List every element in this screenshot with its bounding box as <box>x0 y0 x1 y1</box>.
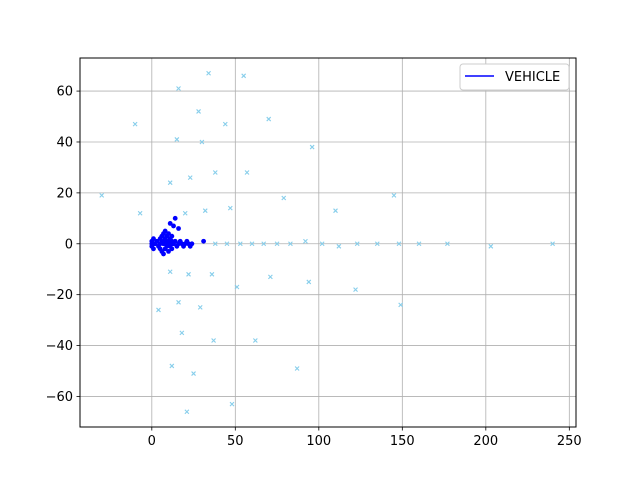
vehicle-point <box>162 228 168 234</box>
vehicle-point <box>172 238 178 244</box>
cross-marker <box>267 274 273 280</box>
cross-marker <box>179 330 185 336</box>
cross-marker <box>303 238 308 244</box>
vehicle-point <box>176 226 181 231</box>
cross-marker <box>196 109 201 114</box>
cross-marker <box>249 241 255 247</box>
cross-marker <box>209 271 215 277</box>
cross-marker <box>391 193 397 198</box>
cross-marker <box>353 287 358 292</box>
cross-marker <box>281 195 287 201</box>
cross-marker <box>211 338 216 343</box>
cross-marker <box>212 241 218 247</box>
cross-marker <box>234 284 240 290</box>
cross-marker-series <box>99 70 556 415</box>
cross-marker <box>333 208 338 214</box>
cross-marker <box>186 271 191 277</box>
cross-marker <box>229 401 235 407</box>
cross-marker <box>261 241 267 247</box>
x-tick-label: 0 <box>148 434 156 449</box>
x-tick-label: 50 <box>227 434 244 449</box>
cross-marker <box>191 371 196 376</box>
cross-marker <box>550 241 556 247</box>
ticks: 0 50 100 150 200 250 −60 −40 −20 0 20 40 60 <box>46 85 582 449</box>
y-tick-label: −60 <box>46 390 73 405</box>
vehicle-point <box>171 223 176 229</box>
cross-marker <box>167 269 173 275</box>
cross-marker <box>212 170 218 175</box>
vehicle-point <box>189 241 195 247</box>
vehicle-point <box>201 238 206 244</box>
y-tick-label: −40 <box>46 339 73 354</box>
x-tick-label: 150 <box>390 434 415 449</box>
vehicle-point <box>167 221 173 226</box>
y-tick-label: 40 <box>56 135 73 150</box>
cross-marker <box>222 121 228 127</box>
cross-marker <box>266 116 272 122</box>
cross-marker <box>241 73 247 79</box>
cross-marker <box>99 193 105 198</box>
cross-marker <box>294 366 300 371</box>
series-layer <box>99 70 556 415</box>
cross-marker <box>167 180 173 186</box>
cross-marker <box>176 86 181 91</box>
vehicle-point <box>169 246 175 252</box>
cross-marker <box>445 241 450 247</box>
cross-marker <box>336 243 342 249</box>
cross-marker <box>182 210 188 216</box>
cross-marker <box>227 205 233 211</box>
cross-marker <box>488 243 494 249</box>
y-tick-label: −20 <box>46 288 73 303</box>
cross-marker <box>319 241 325 247</box>
cross-marker <box>169 363 175 369</box>
vehicle-series <box>149 215 206 257</box>
vehicle-point <box>172 215 178 221</box>
cross-marker <box>224 241 230 247</box>
cross-marker <box>132 121 138 127</box>
vehicle-point <box>166 249 171 254</box>
x-tick-label: 100 <box>306 434 331 449</box>
vehicle-point <box>161 251 166 257</box>
cross-marker <box>416 241 422 247</box>
cross-marker <box>137 210 143 216</box>
cross-marker <box>396 241 402 247</box>
cross-marker <box>237 241 243 247</box>
legend-label-vehicle: VEHICLE <box>505 70 560 85</box>
cross-marker <box>202 208 208 214</box>
x-tick-label: 250 <box>557 434 582 449</box>
legend: VEHICLE <box>459 63 570 91</box>
plot-frame <box>79 57 577 428</box>
cross-marker <box>187 175 193 180</box>
x-tick-label: 200 <box>473 434 498 449</box>
vehicle-point <box>151 246 156 252</box>
vehicle-point <box>151 236 156 242</box>
y-tick-label: 20 <box>56 186 73 201</box>
cross-marker <box>197 305 203 310</box>
vehicle-point <box>166 231 171 236</box>
cross-marker <box>199 139 205 145</box>
cross-marker <box>252 338 258 343</box>
cross-marker <box>309 144 315 150</box>
y-tick-label: 60 <box>56 85 73 100</box>
cross-marker <box>174 137 180 142</box>
cross-marker <box>274 241 280 247</box>
y-tick-label: 0 <box>65 237 73 252</box>
cross-marker <box>176 299 181 305</box>
cross-marker <box>306 279 312 285</box>
cross-marker <box>206 70 211 76</box>
cross-marker <box>374 241 380 247</box>
vehicle-point <box>164 243 170 249</box>
cross-marker <box>288 241 293 247</box>
grid <box>80 58 576 427</box>
cross-marker <box>244 170 250 175</box>
cross-marker <box>184 409 190 415</box>
vehicle-point <box>169 233 175 239</box>
cross-marker <box>156 307 161 313</box>
legend-box <box>459 63 570 91</box>
vehicle-point <box>154 238 160 244</box>
cross-marker <box>398 302 404 308</box>
cross-marker <box>354 241 360 247</box>
